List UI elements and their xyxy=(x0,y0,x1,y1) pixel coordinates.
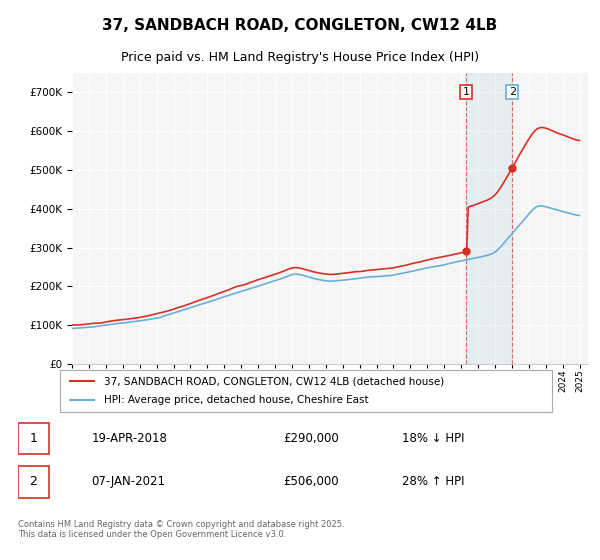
Text: 2: 2 xyxy=(509,87,516,97)
FancyBboxPatch shape xyxy=(60,370,552,412)
Text: 18% ↓ HPI: 18% ↓ HPI xyxy=(401,432,464,445)
Text: 1: 1 xyxy=(29,432,37,445)
Text: £506,000: £506,000 xyxy=(283,475,339,488)
Text: 1: 1 xyxy=(463,87,470,97)
Text: Contains HM Land Registry data © Crown copyright and database right 2025.
This d: Contains HM Land Registry data © Crown c… xyxy=(18,520,344,539)
Text: £290,000: £290,000 xyxy=(283,432,339,445)
Text: Price paid vs. HM Land Registry's House Price Index (HPI): Price paid vs. HM Land Registry's House … xyxy=(121,51,479,64)
Text: HPI: Average price, detached house, Cheshire East: HPI: Average price, detached house, Ches… xyxy=(104,395,369,405)
FancyBboxPatch shape xyxy=(18,423,49,455)
Text: 37, SANDBACH ROAD, CONGLETON, CW12 4LB (detached house): 37, SANDBACH ROAD, CONGLETON, CW12 4LB (… xyxy=(104,376,445,386)
Text: 07-JAN-2021: 07-JAN-2021 xyxy=(91,475,166,488)
Text: 37, SANDBACH ROAD, CONGLETON, CW12 4LB: 37, SANDBACH ROAD, CONGLETON, CW12 4LB xyxy=(103,18,497,33)
Bar xyxy=(466,73,512,364)
Text: 2: 2 xyxy=(29,475,37,488)
Text: 19-APR-2018: 19-APR-2018 xyxy=(91,432,167,445)
Text: 28% ↑ HPI: 28% ↑ HPI xyxy=(401,475,464,488)
FancyBboxPatch shape xyxy=(18,466,49,497)
